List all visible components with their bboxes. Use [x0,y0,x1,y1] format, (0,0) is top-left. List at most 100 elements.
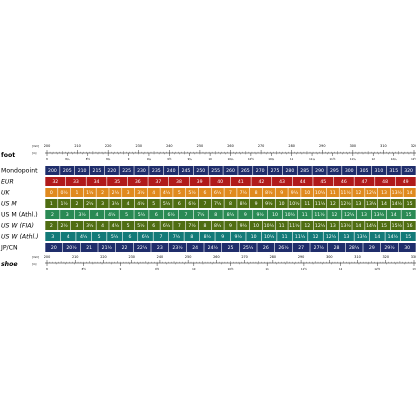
size-cell [198,188,212,197]
row-label: EUR [1,178,14,185]
size-cell-label: 39 [197,179,203,185]
size-cell [342,166,357,175]
size-cell-label: 250 [196,168,205,174]
inch-tick-label: 11¼ [309,157,315,161]
size-cell-label: 9½ [240,222,248,229]
size-cell [208,166,223,175]
size-cell-label: 15 [405,234,411,240]
mm-tick-label: 250 [185,255,191,259]
size-cell-label: 12 [313,234,319,240]
size-cell [45,177,66,186]
inch-tick-label: 9 [120,267,122,271]
row-label: Mondopoint [1,167,38,174]
size-cell [149,166,164,175]
size-cell-label: 320 [404,168,413,174]
size-cell [297,210,312,219]
inch-tick-label: 12½ [374,267,380,271]
size-cell-label: 27½ [314,244,325,251]
size-cell-label: 3 [76,223,79,229]
size-cell [178,166,194,175]
size-cell-label: 265 [241,168,250,174]
size-cell [312,166,327,175]
size-cell [58,221,71,230]
size-cell-label: 11 [302,212,308,218]
size-cell [313,199,327,208]
size-cell-label: 2½ [60,222,68,229]
size-cell-label: 15 [381,223,387,229]
mm-tick-label: 310 [354,255,360,259]
size-cell [352,188,365,197]
size-cell [339,221,352,230]
size-cell-label: 11½ [289,222,300,229]
size-cell [60,210,75,219]
inch-tick-label: 10¾ [268,157,274,161]
size-cell [237,221,250,230]
size-cell [327,210,342,219]
size-cell [339,232,354,241]
size-cell-label: 9 [244,212,247,218]
size-cell [122,221,135,230]
size-cell [186,221,199,230]
size-cell [223,166,238,175]
size-cell [238,210,253,219]
size-cell-label: 26½ [278,244,289,251]
size-cell-label: 30 [404,245,410,251]
size-cell [326,221,339,230]
row-label: UK [1,189,11,196]
size-cell [239,243,257,252]
size-cell [134,188,148,197]
size-cell-label: 12½ [366,189,377,196]
size-cell-label: 11 [304,201,310,207]
size-cell-label: 13 [344,234,350,240]
size-cell-label: 1 [76,190,79,196]
inch-tick-label: 8¼ [65,157,70,161]
size-cell [134,210,149,219]
size-cell-label: 12½ [315,222,326,229]
size-cell [352,221,365,230]
size-cell-label: 20½ [66,244,77,251]
size-cell-label: 6½ [214,189,222,196]
size-cell-label: 23½ [172,244,183,251]
size-cell-label: 13 [381,190,387,196]
size-cell-label: 6½ [163,222,171,229]
size-cell-label: 15 [406,212,412,218]
inch-tick-label: 10½ [248,157,254,161]
size-cell-label: 4 [95,212,98,218]
size-cell [365,199,378,208]
mm-tick-label: 330 [411,255,416,259]
size-cell-label: 14½ [388,233,399,240]
size-cell [230,232,246,241]
size-cell-label: 5½ [111,233,119,240]
size-cell-label: 14 [391,212,397,218]
size-cell [211,221,224,230]
mm-tick-label: 290 [319,144,325,148]
size-cell-label: 12 [330,201,336,207]
size-cell-label: 220 [107,168,116,174]
size-cell [160,199,173,208]
mm-tick-label: 280 [270,255,276,259]
size-cell [395,177,416,186]
size-cell-label: 12 [356,190,362,196]
size-cell-label: 12½ [326,233,337,240]
size-cell [371,210,387,219]
size-cell [249,199,263,208]
size-cell [297,166,312,175]
size-cell-label: 29 [369,245,375,251]
size-cell [186,243,204,252]
size-cell-label: 5½ [137,222,145,229]
size-cell-label: 10½ [289,200,300,207]
size-cell-label: 20 [51,245,57,251]
size-cell-label: 40 [217,179,223,185]
size-cell-label: 8 [203,223,206,229]
mm-tick-label: 260 [227,144,233,148]
shoe-ruler: shoe [mm] [in] 200 210 220 230 240 250 260 270 280 2… [1,255,416,271]
inch-tick-label: 9 [128,157,130,161]
size-cell-label: 7 [185,212,188,218]
size-cell-label: 9½ [291,189,299,196]
size-cell-label: 14½ [392,200,403,207]
size-cell-label: 11½ [340,189,351,196]
size-cell-label: 48 [382,179,388,185]
size-cell-label: 5 [125,212,128,218]
size-cell [193,210,208,219]
size-cell [45,221,58,230]
